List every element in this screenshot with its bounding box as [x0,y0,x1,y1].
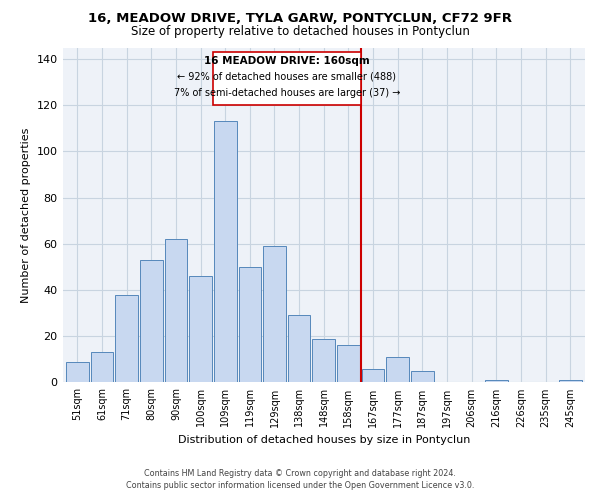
Bar [189,276,212,382]
Bar [288,316,310,382]
Bar [337,346,360,383]
Text: ← 92% of detached houses are smaller (488): ← 92% of detached houses are smaller (48… [178,72,397,82]
Text: 7% of semi-detached houses are larger (37) →: 7% of semi-detached houses are larger (3… [173,88,400,99]
Bar [485,380,508,382]
Bar [164,239,187,382]
Bar [66,362,89,382]
Text: Contains HM Land Registry data © Crown copyright and database right 2024.
Contai: Contains HM Land Registry data © Crown c… [126,469,474,490]
Bar [214,122,236,382]
Bar [115,294,138,382]
X-axis label: Distribution of detached houses by size in Pontyclun: Distribution of detached houses by size … [178,435,470,445]
Bar [559,380,581,382]
Bar [140,260,163,382]
FancyBboxPatch shape [213,52,361,105]
Bar [386,357,409,382]
Bar [313,338,335,382]
Bar [91,352,113,382]
Y-axis label: Number of detached properties: Number of detached properties [21,128,31,302]
Text: Size of property relative to detached houses in Pontyclun: Size of property relative to detached ho… [131,25,469,38]
Bar [362,368,385,382]
Text: 16 MEADOW DRIVE: 160sqm: 16 MEADOW DRIVE: 160sqm [204,56,370,66]
Bar [411,371,434,382]
Bar [239,267,261,382]
Text: 16, MEADOW DRIVE, TYLA GARW, PONTYCLUN, CF72 9FR: 16, MEADOW DRIVE, TYLA GARW, PONTYCLUN, … [88,12,512,26]
Bar [263,246,286,382]
